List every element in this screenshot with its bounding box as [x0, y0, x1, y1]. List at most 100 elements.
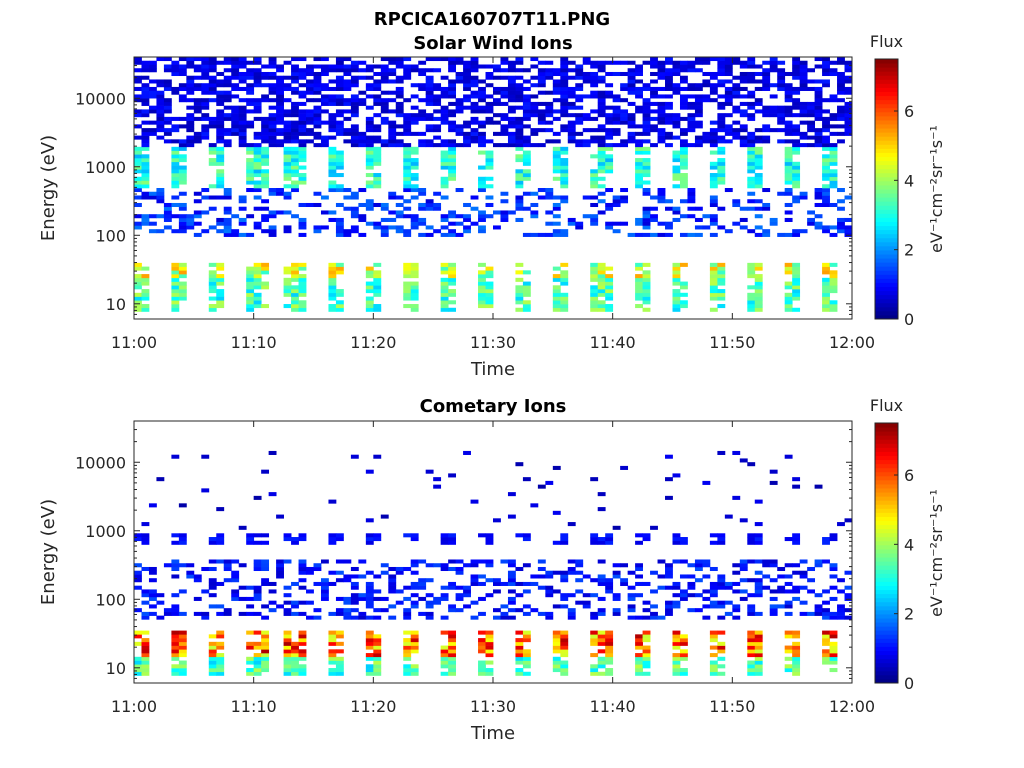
colorbar-step [875, 528, 898, 534]
colorbar-step [875, 569, 898, 574]
heatmap-cell [814, 113, 823, 118]
heatmap-cell [657, 585, 666, 590]
heatmap-cell [560, 645, 569, 650]
heatmap-cell [522, 300, 531, 305]
heatmap-cell [223, 60, 232, 65]
heatmap-cell [672, 176, 681, 181]
heatmap-cell [358, 232, 367, 237]
heatmap-cell [822, 559, 830, 564]
heatmap-cell [291, 289, 299, 294]
heatmap-cell [822, 98, 830, 103]
heatmap-cell [134, 285, 142, 290]
heatmap-cell [545, 585, 554, 590]
heatmap-cell [590, 304, 599, 309]
heatmap-cell [253, 105, 262, 110]
heatmap-cell [507, 116, 516, 121]
heatmap-cell [650, 94, 658, 99]
heatmap-cell [672, 113, 681, 118]
heatmap-cell [717, 585, 726, 590]
heatmap-cell [709, 173, 718, 178]
heatmap-cell [335, 184, 344, 189]
heatmap-cell [672, 83, 681, 88]
heatmap-cell [335, 188, 344, 193]
heatmap-cell [283, 139, 292, 144]
heatmap-cell [807, 143, 816, 148]
heatmap-cell [298, 146, 307, 151]
heatmap-cell [455, 566, 464, 572]
heatmap-cell [343, 139, 352, 144]
heatmap-cell [605, 113, 614, 118]
heatmap-cell [328, 296, 337, 301]
heatmap-cell [410, 634, 419, 639]
heatmap-cell [590, 611, 599, 616]
heatmap-cell [268, 128, 277, 133]
heatmap-cell [403, 64, 412, 69]
heatmap-cell [478, 641, 486, 646]
heatmap-cell [754, 86, 763, 91]
heatmap-cell [156, 120, 165, 125]
heatmap-cell [635, 165, 643, 170]
heatmap-cell [799, 113, 808, 118]
y-tick-label: 100 [95, 226, 126, 245]
heatmap-cell [448, 537, 457, 542]
heatmap-cell [709, 184, 718, 189]
heatmap-cell [560, 113, 569, 118]
heatmap-cell [515, 146, 524, 151]
heatmap-cell [844, 225, 853, 230]
heatmap-cell [350, 210, 359, 215]
heatmap-cell [822, 124, 830, 129]
heatmap-cell [148, 109, 157, 114]
heatmap-cell [754, 232, 763, 237]
heatmap-cell [792, 64, 801, 69]
heatmap-cell [590, 173, 599, 178]
heatmap-cell [395, 60, 404, 65]
heatmap-cell [283, 641, 292, 646]
heatmap-cell [283, 195, 292, 200]
heatmap-cell [650, 60, 658, 65]
heatmap-cell [702, 214, 711, 219]
heatmap-cell [216, 98, 225, 103]
heatmap-cell [702, 71, 711, 77]
heatmap-cell [485, 668, 494, 673]
heatmap-cell [350, 98, 359, 103]
heatmap-cell [679, 593, 688, 598]
heatmap-cell [807, 79, 816, 84]
heatmap-cell [350, 615, 359, 620]
heatmap-cell [627, 596, 636, 601]
heatmap-cell [605, 630, 614, 635]
heatmap-cell [313, 79, 322, 84]
heatmap-cell [485, 540, 494, 545]
heatmap-cell [141, 664, 150, 669]
heatmap-cell [844, 68, 853, 73]
heatmap-cell [223, 563, 232, 568]
heatmap-cell [478, 210, 486, 215]
heatmap-cell [530, 608, 539, 613]
heatmap-cell [418, 578, 427, 583]
colorbar-step [875, 229, 898, 235]
heatmap-cell [328, 169, 337, 174]
heatmap-cell [380, 206, 389, 211]
heatmap-cell [306, 566, 314, 572]
heatmap-cell [575, 68, 584, 73]
heatmap-cell [223, 611, 232, 616]
colorbar-label: eV⁻¹cm⁻²sr⁻¹s⁻¹ [927, 489, 946, 617]
heatmap-cell [605, 154, 614, 159]
heatmap-cell [567, 75, 576, 80]
heatmap-cell [425, 563, 434, 568]
heatmap-cell [642, 150, 651, 155]
heatmap-cell [792, 165, 801, 170]
heatmap-cell [448, 270, 457, 275]
heatmap-cell [418, 581, 427, 586]
heatmap-cell [253, 495, 262, 500]
heatmap-cell [485, 559, 494, 564]
heatmap-cell [679, 292, 688, 297]
heatmap-cell [216, 71, 225, 77]
heatmap-cell [291, 664, 299, 669]
heatmap-cell [747, 79, 756, 84]
heatmap-cell [134, 221, 142, 226]
heatmap-cell [493, 64, 501, 69]
heatmap-cell [186, 64, 195, 69]
heatmap-cell [134, 124, 142, 129]
heatmap-cell [612, 98, 621, 103]
heatmap-cell [455, 596, 464, 601]
